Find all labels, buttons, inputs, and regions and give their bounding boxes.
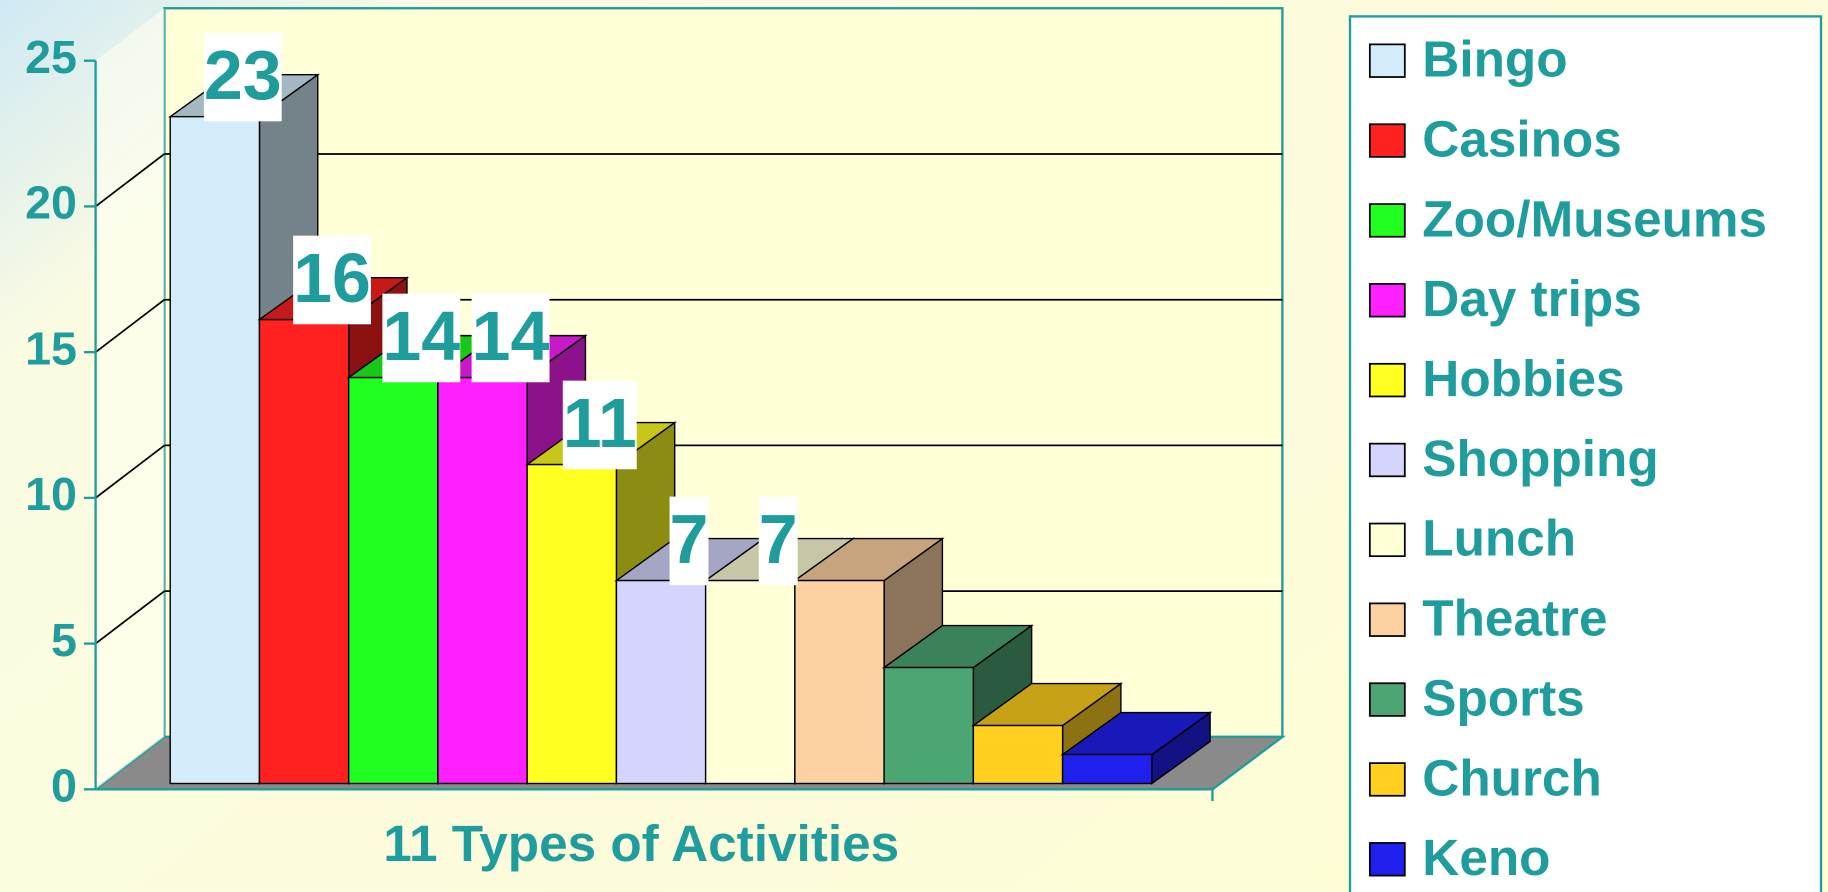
side-wall bbox=[95, 8, 165, 790]
grid-line bbox=[95, 444, 165, 499]
grid-line bbox=[95, 590, 165, 645]
legend-swatch bbox=[1368, 362, 1406, 398]
bar bbox=[615, 579, 707, 785]
data-label: 14 bbox=[382, 297, 460, 375]
y-tick-label: 5 bbox=[51, 614, 77, 666]
bar bbox=[526, 463, 618, 785]
legend-swatch bbox=[1368, 602, 1406, 637]
bar bbox=[437, 376, 528, 785]
y-tick-label: 25 bbox=[25, 31, 77, 83]
data-label: 7 bbox=[670, 500, 709, 578]
grid-line bbox=[95, 153, 165, 208]
bar bbox=[169, 115, 261, 785]
data-label-bg bbox=[293, 235, 371, 325]
legend-label: Church bbox=[1422, 749, 1601, 806]
bar bbox=[258, 318, 350, 785]
legend-swatch bbox=[1368, 283, 1406, 318]
legend-swatch bbox=[1368, 123, 1406, 158]
data-label: 14 bbox=[472, 297, 550, 375]
y-tick-label: 0 bbox=[51, 760, 77, 812]
data-label: 7 bbox=[759, 500, 798, 578]
legend-label: Bingo bbox=[1422, 31, 1567, 88]
y-tick-label: 20 bbox=[25, 177, 77, 229]
data-label-bg bbox=[382, 293, 461, 383]
legend-label: Sports bbox=[1422, 669, 1584, 726]
bar bbox=[794, 579, 885, 785]
legend-swatch bbox=[1368, 442, 1406, 478]
x-axis-label: 11 Types of Activities bbox=[383, 815, 899, 872]
y-tick-label: 10 bbox=[25, 468, 77, 520]
y-tick-label: 15 bbox=[25, 322, 77, 374]
data-label-bg bbox=[758, 496, 798, 586]
legend-swatch bbox=[1368, 762, 1406, 797]
bar bbox=[347, 376, 439, 785]
legend-swatch bbox=[1368, 842, 1406, 877]
bar bbox=[883, 666, 975, 785]
legend-label: Keno bbox=[1422, 829, 1550, 886]
data-label: 23 bbox=[204, 36, 282, 114]
bar bbox=[704, 579, 796, 785]
data-label: 16 bbox=[293, 239, 371, 317]
data-label-bg bbox=[669, 496, 709, 586]
bar bbox=[1061, 753, 1153, 785]
legend-label: Lunch bbox=[1422, 510, 1576, 567]
legend-swatch bbox=[1368, 682, 1406, 717]
legend-swatch bbox=[1368, 43, 1406, 78]
bar bbox=[972, 724, 1064, 785]
legend-label: Shopping bbox=[1422, 430, 1658, 487]
data-label: 11 bbox=[563, 384, 637, 462]
legend-label: Hobbies bbox=[1422, 350, 1624, 407]
data-label-bg bbox=[562, 380, 637, 470]
legend-label: Day trips bbox=[1422, 270, 1641, 327]
legend-box bbox=[1348, 15, 1823, 892]
legend-swatch bbox=[1368, 522, 1406, 558]
legend-label: Zoo/Museums bbox=[1422, 190, 1767, 247]
legend-label: Casinos bbox=[1422, 110, 1622, 167]
legend-swatch bbox=[1368, 203, 1406, 238]
data-label-bg bbox=[203, 32, 282, 122]
legend-label: Theatre bbox=[1422, 590, 1607, 647]
data-label-bg bbox=[471, 293, 550, 383]
grid-line bbox=[95, 298, 165, 353]
